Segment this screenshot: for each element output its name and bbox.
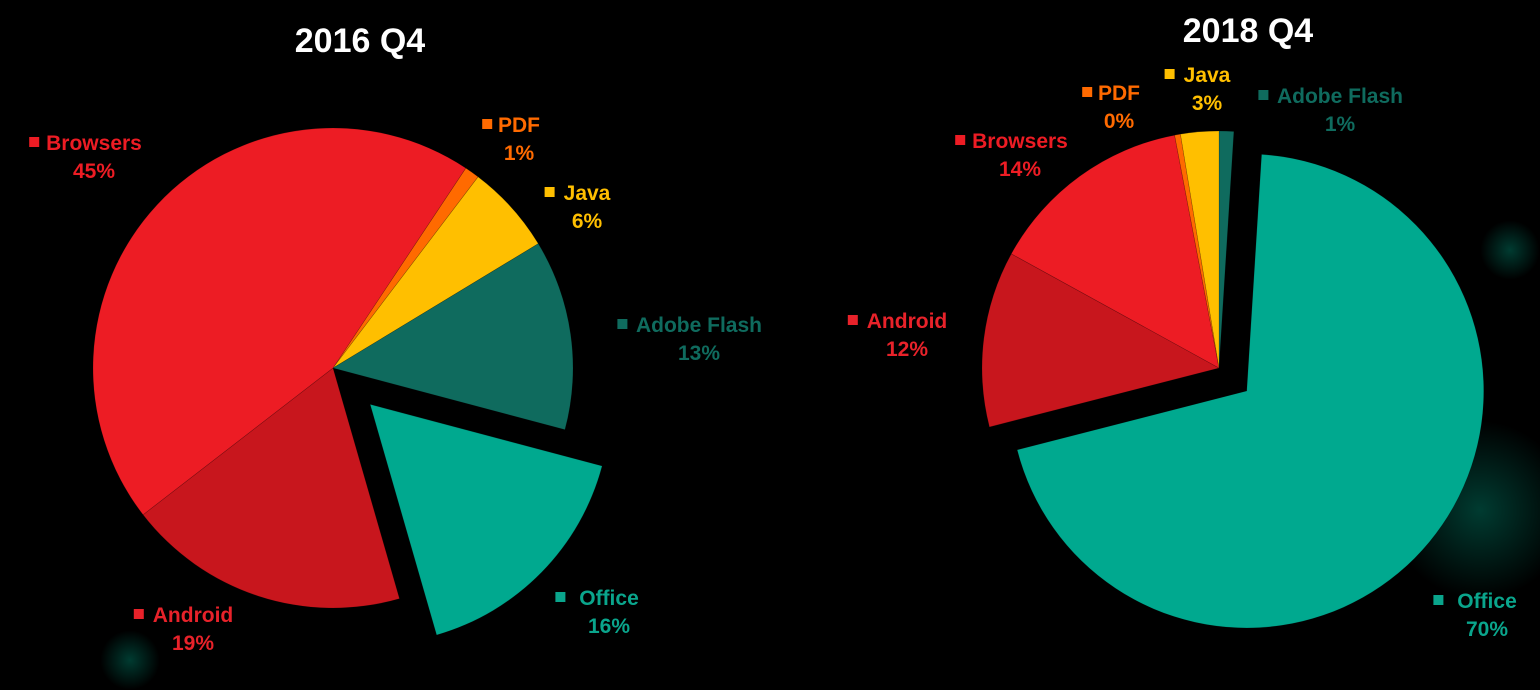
slice-label-name: Office [1457,590,1517,613]
slice-label-office: Office 16% [555,587,639,638]
background-glow [100,630,160,690]
legend-marker [1164,69,1175,79]
slice-label-percent: 14% [999,158,1041,181]
slice-label-browsers: Browsers 45% [29,132,142,183]
slice-label-adobe-flash: Adobe Flash 13% [617,314,762,365]
slice-label-percent: 6% [572,210,603,233]
slice-label-percent: 1% [504,142,535,165]
slice-label-name: Office [579,587,639,610]
slice-label-percent: 13% [678,342,720,365]
legend-marker [1433,595,1444,605]
slice-label-browsers: Browsers 14% [955,130,1068,181]
slice-label-pdf: PDF 1% [482,114,540,165]
legend-marker [133,609,144,619]
slice-label-name: Android [153,604,233,627]
legend-marker [617,319,628,329]
slice-label-name: Adobe Flash [1277,85,1403,108]
slice-pdf [1174,133,1220,369]
legend-marker [29,137,40,147]
slice-label-android: Android 12% [847,310,947,361]
legend-marker [544,187,555,197]
legend-marker [1082,87,1093,97]
slice-label-percent: 70% [1466,618,1508,641]
slice-label-android: Android 19% [133,604,233,655]
slice-label-percent: 19% [172,632,214,655]
slice-label-percent: 45% [73,160,115,183]
slice-java [332,176,539,369]
slice-label-office: Office 70% [1433,590,1517,641]
slice-label-percent: 3% [1192,92,1223,115]
slice-label-percent: 16% [588,615,630,638]
slice-pdf [332,167,479,369]
slice-android [142,367,400,609]
slice-label-name: Browsers [972,130,1068,153]
pie-chart-2016-q4: 2016 Q4 PDF 1% Java 6% Adobe Flash 13% Office 16… [29,22,762,655]
slice-label-name: PDF [1098,82,1140,105]
slice-label-adobe-flash: Adobe Flash 1% [1258,85,1403,136]
slice-office [1016,154,1485,629]
slice-label-name: Java [564,182,611,205]
slice-label-percent: 1% [1325,113,1356,136]
slice-browsers [92,127,467,516]
slice-label-pdf: PDF 0% [1082,82,1140,133]
slice-adobe-flash [332,243,574,430]
slice-label-java: Java 6% [544,182,611,233]
slice-android [981,253,1220,428]
slice-label-name: Adobe Flash [636,314,762,337]
legend-marker [555,592,566,602]
slice-label-name: PDF [498,114,540,137]
legend-marker [482,119,493,129]
slice-label-name: Android [867,310,947,333]
legend-marker [955,135,966,145]
chart-title: 2016 Q4 [295,22,426,60]
slice-browsers [1010,134,1220,369]
slice-java [1180,130,1220,369]
slice-label-percent: 12% [886,338,928,361]
legend-marker [847,315,858,325]
legend-marker [1258,90,1269,100]
chart-title: 2018 Q4 [1183,12,1314,50]
background-glow [1480,220,1540,280]
pie-chart-2018-q4: 2018 Q4 Adobe Flash 1% Office 70% Android 12% B… [847,12,1517,641]
slice-adobe-flash [1218,130,1235,369]
slice-label-java: Java 3% [1164,64,1231,115]
slice-office [369,403,603,636]
slice-label-name: Browsers [46,132,142,155]
slice-label-percent: 0% [1104,110,1135,133]
slice-label-name: Java [1184,64,1231,87]
